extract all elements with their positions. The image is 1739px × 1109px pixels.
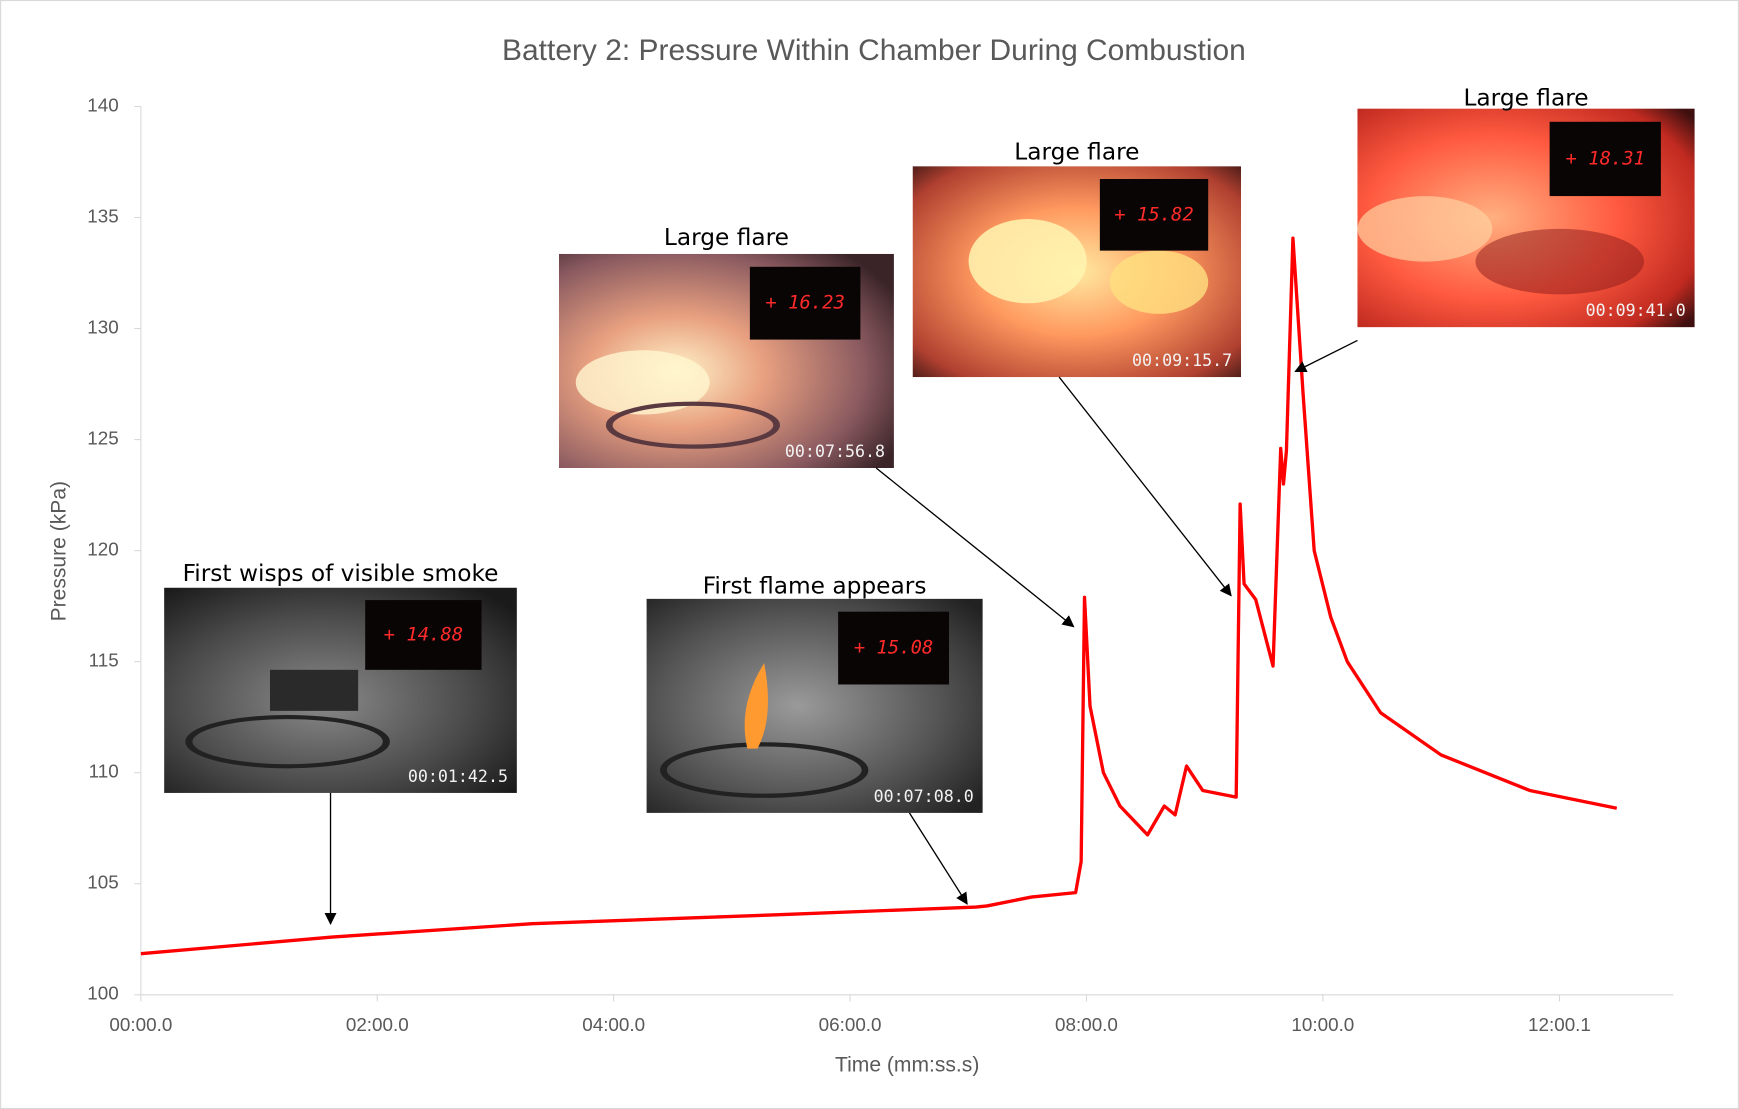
photo-content bbox=[185, 669, 390, 769]
y-tick-label: 115 bbox=[89, 650, 119, 671]
chart-title: Battery 2: Pressure Within Chamber Durin… bbox=[502, 34, 1246, 67]
meter-reading: + 18.31 bbox=[1566, 148, 1645, 169]
x-tick-label: 12:00.1 bbox=[1528, 1014, 1591, 1035]
x-tick-label: 10:00.0 bbox=[1291, 1014, 1354, 1035]
x-tick-label: 04:00.0 bbox=[582, 1014, 645, 1035]
annotation-arrow bbox=[908, 812, 968, 905]
photo-detail bbox=[1475, 228, 1645, 295]
photo-timestamp: 00:09:15.7 bbox=[1132, 351, 1232, 370]
annotation-label: Large flare bbox=[1014, 139, 1139, 166]
y-tick-label: 125 bbox=[87, 428, 118, 449]
meter-display bbox=[838, 611, 950, 685]
x-tick-label: 08:00.0 bbox=[1055, 1014, 1118, 1035]
y-tick-label: 130 bbox=[87, 317, 118, 338]
plot-area: 100 105 110 115 120 125 130 135 140 00:00.0 02:00.… bbox=[87, 84, 1695, 1035]
annotation-label: First flame appears bbox=[703, 572, 927, 599]
annotation-label: First wisps of visible smoke bbox=[183, 560, 499, 587]
x-axis-label: Time (mm:ss.s) bbox=[835, 1053, 979, 1076]
photo-detail bbox=[605, 401, 781, 449]
photo-detail bbox=[660, 742, 869, 798]
photo-content bbox=[660, 663, 869, 798]
photo-content bbox=[575, 350, 781, 449]
annotation-arrow bbox=[1058, 376, 1232, 597]
meter-reading: + 15.08 bbox=[854, 638, 933, 659]
y-tick-label: 140 bbox=[87, 94, 118, 115]
photo-timestamp: 00:01:42.5 bbox=[408, 767, 508, 786]
photo-content bbox=[968, 219, 1209, 314]
photo-timestamp: 00:09:41.0 bbox=[1586, 301, 1686, 320]
photo-timestamp: 00:07:08.0 bbox=[874, 787, 974, 806]
x-tick-label: 06:00.0 bbox=[819, 1014, 882, 1035]
y-axis-label: Pressure (kPa) bbox=[47, 481, 70, 621]
meter-display bbox=[365, 600, 482, 670]
meter-reading: + 15.82 bbox=[1114, 204, 1193, 225]
meter-reading: + 14.88 bbox=[384, 624, 463, 645]
photo-detail bbox=[1109, 250, 1209, 314]
photo-detail bbox=[744, 663, 768, 749]
photo-detail bbox=[185, 714, 390, 769]
meter-display bbox=[1099, 178, 1209, 251]
meter-display bbox=[749, 266, 861, 340]
data-line bbox=[140, 236, 1618, 956]
x-tick-label: 00:00.0 bbox=[109, 1014, 172, 1035]
annotation-label: Large flare bbox=[1463, 84, 1588, 111]
y-tick-label: 100 bbox=[87, 983, 118, 1004]
photo-detail bbox=[1357, 196, 1493, 262]
annotation-arrow bbox=[875, 467, 1075, 628]
annotation-arrow bbox=[1294, 339, 1358, 373]
y-tick-label: 120 bbox=[87, 539, 118, 560]
y-tick-label: 110 bbox=[89, 761, 119, 782]
photo-content bbox=[1357, 196, 1645, 295]
y-tick-label: 105 bbox=[87, 872, 118, 893]
meter-display bbox=[1549, 121, 1661, 197]
photo-detail bbox=[269, 669, 359, 711]
meter-reading: + 16.23 bbox=[765, 293, 844, 314]
annotation-label: Large flare bbox=[664, 224, 789, 251]
photo-detail bbox=[575, 350, 710, 415]
photo-timestamp: 00:07:56.8 bbox=[785, 442, 885, 461]
photo-detail bbox=[968, 219, 1087, 304]
y-tick-label: 135 bbox=[87, 205, 118, 226]
x-tick-label: 02:00.0 bbox=[346, 1014, 409, 1035]
